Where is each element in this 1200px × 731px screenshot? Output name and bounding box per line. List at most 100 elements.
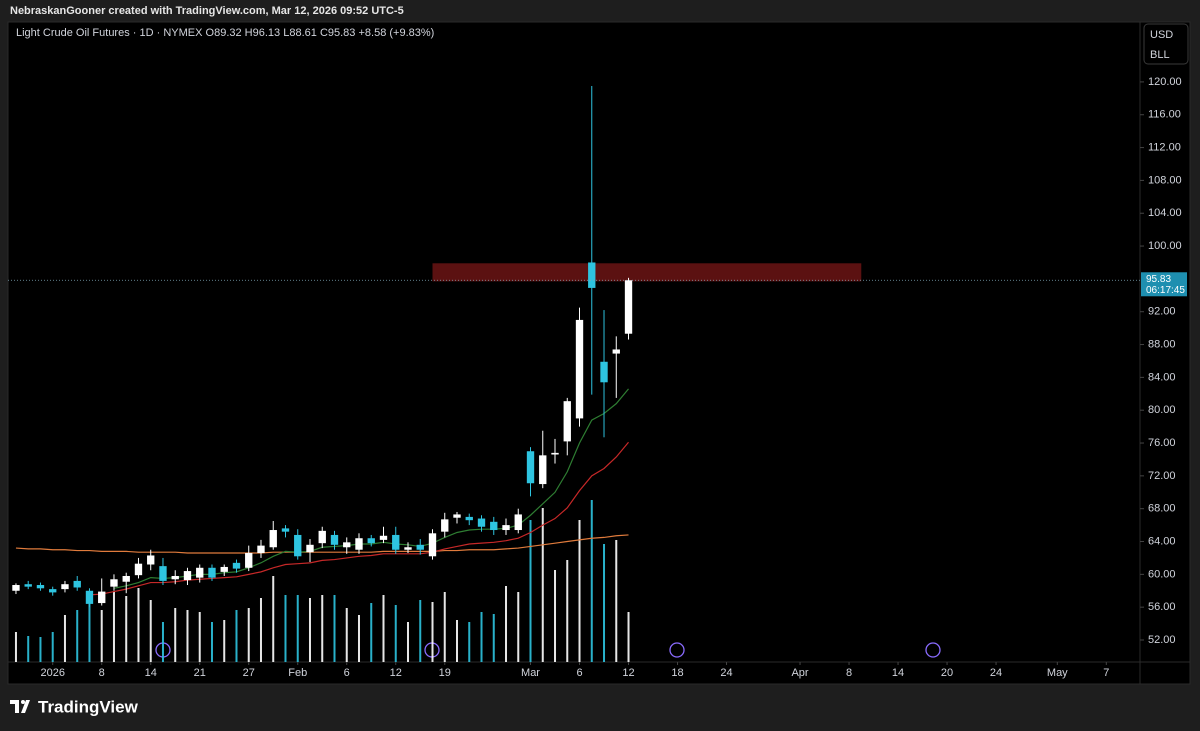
- candle-body: [134, 563, 143, 576]
- volume-bar: [456, 620, 459, 662]
- candle-body: [257, 545, 265, 554]
- legend-label: L: [283, 27, 289, 39]
- candle-body: [98, 591, 106, 604]
- candle-body: [392, 534, 400, 550]
- volume-bar: [39, 637, 42, 662]
- candle-body: [196, 567, 204, 578]
- x-tick-label: 27: [243, 667, 255, 679]
- volume-bar: [272, 576, 275, 662]
- candle-body: [294, 534, 302, 557]
- volume-bar: [27, 636, 30, 662]
- x-tick-label: 20: [941, 667, 953, 679]
- x-tick-label: 7: [1103, 667, 1109, 679]
- candle-body: [624, 280, 633, 334]
- legend: Light Crude Oil Futures · 1D · NYMEX O89…: [16, 27, 434, 39]
- volume-bar: [137, 588, 140, 662]
- candle-body: [343, 542, 351, 548]
- candle-body: [110, 579, 118, 587]
- candle-body: [147, 555, 155, 565]
- candle-body: [404, 547, 412, 550]
- currency[interactable]: USD: [1150, 29, 1173, 41]
- volume-bar: [112, 592, 115, 662]
- currency-box[interactable]: [1143, 23, 1189, 65]
- x-tick-label: 24: [720, 667, 732, 679]
- legend-symbol: Light Crude Oil Futures · 1D · NYMEX: [16, 27, 203, 39]
- event-icon[interactable]: [669, 642, 685, 658]
- volume-bar: [88, 600, 91, 662]
- candle-body: [477, 518, 486, 527]
- x-tick-label: 21: [194, 667, 206, 679]
- volume-bar: [223, 620, 226, 662]
- candle-body: [220, 566, 228, 572]
- x-tick-label: 12: [390, 667, 402, 679]
- legend-value: 95.83: [328, 27, 356, 39]
- volume-bar: [51, 632, 54, 662]
- x-tick-label: Mar: [521, 667, 540, 679]
- legend-value: 88.61: [289, 27, 317, 39]
- brand: TradingView: [38, 697, 139, 716]
- volume-bar: [492, 614, 495, 662]
- volume-bar: [566, 560, 569, 662]
- y-tick-label: 84.00: [1148, 371, 1176, 383]
- volume-bar: [480, 612, 483, 662]
- candle-body: [281, 528, 290, 532]
- candle-body: [526, 451, 535, 484]
- candle-body: [73, 580, 81, 588]
- volume-bar: [210, 622, 213, 662]
- volume-bar: [357, 615, 360, 662]
- candle-body: [428, 533, 437, 557]
- resistance-zone: [432, 263, 862, 282]
- x-tick-label: 8: [99, 667, 105, 679]
- volume-bar: [382, 595, 385, 662]
- candle-body: [24, 584, 32, 587]
- volume-bar: [333, 595, 336, 662]
- y-tick-label: 60.00: [1148, 568, 1176, 580]
- volume-bar: [627, 612, 630, 662]
- unit[interactable]: BLL: [1150, 49, 1170, 61]
- legend-label: O: [206, 27, 215, 39]
- y-tick-label: 120.00: [1148, 76, 1182, 88]
- y-tick-label: 104.00: [1148, 207, 1182, 219]
- y-tick-label: 112.00: [1148, 141, 1181, 153]
- plot: 52.00 56.00 60.00 64.00 68.00 72.00 76.00 80.00…: [8, 76, 1187, 679]
- volume-bar: [186, 610, 189, 662]
- candle-body: [453, 514, 461, 518]
- volume-bar: [590, 500, 593, 662]
- y-tick-label: 68.00: [1148, 503, 1176, 515]
- candle-body: [588, 262, 596, 288]
- chart-frame: [7, 21, 1191, 685]
- y-tick-label: 116.00: [1148, 109, 1181, 121]
- volume-bar: [394, 605, 397, 662]
- candle-body: [330, 534, 339, 545]
- last-price-box: [1141, 272, 1187, 297]
- candle-body: [36, 585, 45, 589]
- x-tick-label: 2026: [40, 667, 64, 679]
- volume-bar: [321, 595, 324, 662]
- moving-average: [15, 534, 629, 554]
- legend-label: C: [320, 27, 328, 39]
- y-tick-label: 56.00: [1148, 601, 1176, 613]
- volume-bar: [149, 600, 152, 662]
- candle-body: [49, 589, 57, 593]
- volume-bar: [14, 632, 17, 662]
- event-icon[interactable]: [925, 642, 941, 658]
- candle-body: [539, 455, 547, 485]
- candle-body: [575, 319, 584, 419]
- volume-bar: [174, 608, 177, 662]
- volume-bar: [541, 508, 544, 662]
- volume-bar: [125, 596, 128, 662]
- candle-body: [232, 562, 241, 569]
- x-tick-label: 8: [846, 667, 852, 679]
- volume-bar: [615, 540, 618, 662]
- candle-body: [245, 553, 253, 568]
- volume-bar: [308, 598, 311, 662]
- candle-body: [416, 544, 424, 550]
- candle-body: [269, 530, 277, 548]
- volume-bar: [284, 595, 287, 662]
- y-tick-label: 88.00: [1148, 338, 1176, 350]
- volume-bar: [419, 600, 422, 662]
- y-tick-label: 80.00: [1148, 404, 1176, 416]
- legend-value: 89.32: [214, 27, 242, 39]
- volume-bar: [63, 615, 66, 662]
- volume-bar: [235, 610, 238, 662]
